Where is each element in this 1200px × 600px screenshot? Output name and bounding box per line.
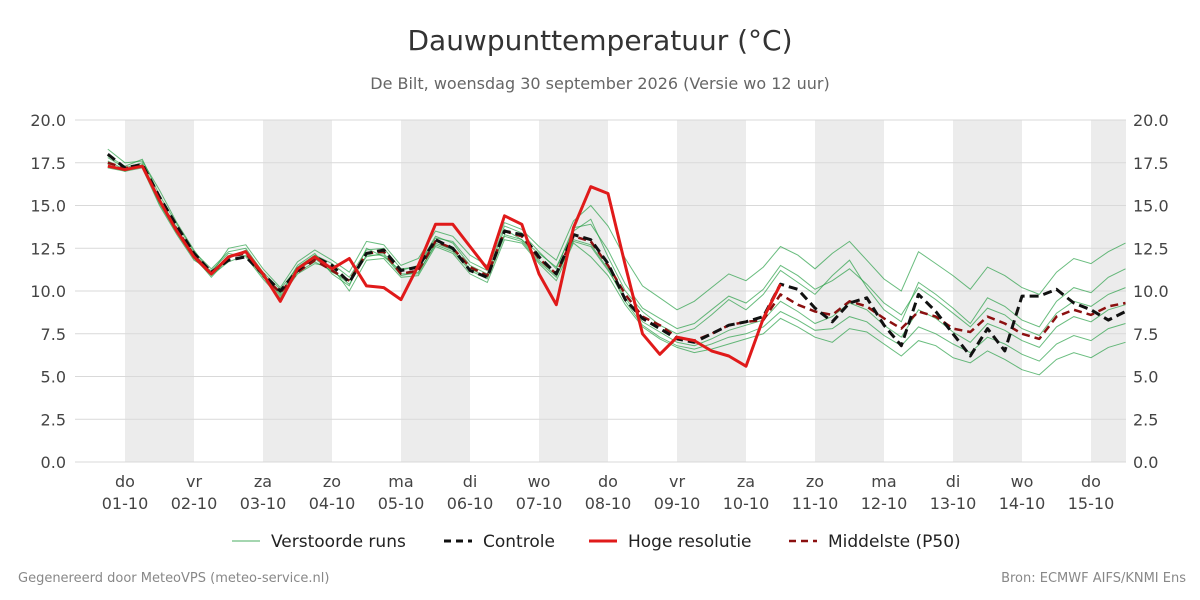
x-tick-day: vr: [186, 472, 202, 491]
y-tick-label: 7.5: [41, 325, 66, 344]
x-axis: do 01-10 vr 02-10 za 03-10 zo 04-10 ma 05-10 di 06-…: [102, 472, 1115, 513]
x-tick-date: 09-10: [654, 494, 701, 513]
chart-title: Dauwpunttemperatuur (°C): [407, 24, 792, 57]
y-tick-label: 5.0: [41, 368, 66, 387]
footer-source: Bron: ECMWF AIFS/KNMI Ens: [1001, 571, 1186, 586]
x-tick-day: ma: [871, 472, 896, 491]
x-tick-date: 15-10: [1068, 494, 1115, 513]
x-tick-day: za: [737, 472, 755, 491]
horizontal-gridlines: [75, 119, 1126, 463]
main-series: [106, 153, 1127, 368]
x-tick-date: 07-10: [516, 494, 563, 513]
legend-label-hires: Hoge resolutie: [628, 532, 752, 552]
x-tick-day: do: [115, 472, 135, 491]
x-tick-date: 04-10: [309, 494, 356, 513]
y-axis-right: 0.0 2.5 5.0 7.5 10.0 12.5 15.0 17.5 20.0: [1133, 111, 1169, 472]
y-tick-label: 2.5: [1133, 410, 1158, 429]
legend-label-ensemble: Verstoorde runs: [271, 532, 406, 552]
hires-series-line: [107, 164, 782, 368]
x-tick-date: 03-10: [240, 494, 287, 513]
y-tick-label: 12.5: [1133, 239, 1169, 258]
x-tick-date: 01-10: [102, 494, 149, 513]
ensemble-member-line: [107, 148, 1126, 311]
x-tick-day: do: [1081, 472, 1101, 491]
chart-legend: Verstoorde runs Controle Hoge resolutie Mid…: [232, 532, 961, 552]
x-tick-date: 05-10: [378, 494, 425, 513]
x-tick-day: do: [598, 472, 618, 491]
x-tick-day: zo: [323, 472, 341, 491]
y-tick-label: 17.5: [1133, 154, 1169, 173]
y-tick-label: 2.5: [41, 410, 66, 429]
y-tick-label: 12.5: [30, 239, 66, 258]
control-series-line: [106, 153, 1127, 358]
y-axis-left: 0.0 2.5 5.0 7.5 10.0 12.5 15.0 17.5 20.0: [30, 111, 66, 472]
x-tick-date: 08-10: [585, 494, 632, 513]
y-tick-label: 10.0: [30, 282, 66, 301]
x-tick-date: 13-10: [930, 494, 977, 513]
y-tick-label: 15.0: [30, 197, 66, 216]
y-tick-label: 20.0: [30, 111, 66, 130]
x-tick-day: vr: [669, 472, 685, 491]
legend-label-median: Middelste (P50): [828, 532, 961, 552]
x-tick-date: 06-10: [447, 494, 494, 513]
x-tick-date: 14-10: [999, 494, 1046, 513]
x-tick-day: za: [254, 472, 272, 491]
chart-subtitle: De Bilt, woensdag 30 september 2026 (Ver…: [370, 74, 830, 93]
x-tick-day: wo: [528, 472, 551, 491]
y-tick-label: 0.0: [41, 453, 66, 472]
x-tick-day: wo: [1011, 472, 1034, 491]
y-tick-label: 20.0: [1133, 111, 1169, 130]
x-tick-date: 11-10: [792, 494, 839, 513]
x-tick-day: ma: [388, 472, 413, 491]
x-tick-date: 02-10: [171, 494, 218, 513]
y-tick-label: 10.0: [1133, 282, 1169, 301]
y-tick-label: 15.0: [1133, 197, 1169, 216]
y-tick-label: 7.5: [1133, 325, 1158, 344]
footer-generated-by: Gegenereerd door MeteoVPS (meteo-service…: [18, 571, 330, 586]
x-tick-day: zo: [806, 472, 824, 491]
legend-label-control: Controle: [483, 532, 555, 552]
y-tick-label: 0.0: [1133, 453, 1158, 472]
ensemble-member-line: [107, 155, 1126, 337]
y-tick-label: 5.0: [1133, 368, 1158, 387]
x-tick-day: di: [946, 472, 961, 491]
x-tick-date: 12-10: [861, 494, 908, 513]
x-tick-date: 10-10: [723, 494, 770, 513]
x-tick-day: di: [463, 472, 478, 491]
y-tick-label: 17.5: [30, 154, 66, 173]
